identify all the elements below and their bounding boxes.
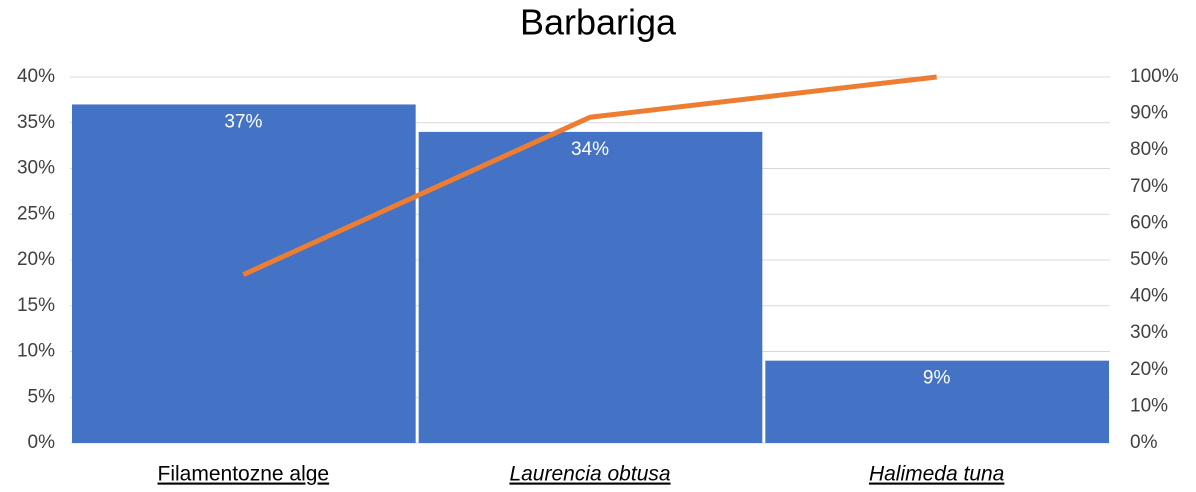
y-tick-label: 0% <box>28 432 56 453</box>
y-tick-label: 35% <box>17 112 55 133</box>
y2-tick-label: 100% <box>1130 66 1179 87</box>
bar <box>765 360 1109 443</box>
y-tick-label: 30% <box>17 158 55 179</box>
y2-tick-label: 30% <box>1130 322 1168 343</box>
y2-tick-label: 40% <box>1130 286 1168 307</box>
y2-tick-label: 0% <box>1130 432 1158 453</box>
y-tick-label: 5% <box>28 386 56 407</box>
y2-tick-label: 80% <box>1130 139 1168 160</box>
data-label: 34% <box>571 139 609 160</box>
y-tick-label: 20% <box>17 249 55 270</box>
line-series <box>242 74 937 277</box>
y-tick-label: 15% <box>17 295 55 316</box>
y-tick-label: 25% <box>17 203 55 224</box>
y2-tick-label: 50% <box>1130 249 1168 270</box>
y-tick-label: 10% <box>17 341 55 362</box>
chart-title: Barbariga <box>520 2 677 43</box>
y2-tick-label: 20% <box>1130 359 1168 380</box>
bar <box>418 131 763 443</box>
y2-tick-label: 60% <box>1130 212 1168 233</box>
y-tick-label: 40% <box>17 66 55 87</box>
data-label: 9% <box>923 368 951 389</box>
y2-tick-label: 90% <box>1130 103 1168 124</box>
x-tick-label: Halimeda tuna <box>869 463 1004 486</box>
x-tick-label: Filamentozne alge <box>158 463 330 486</box>
data-label: 37% <box>224 111 262 132</box>
y2-tick-label: 10% <box>1130 395 1168 416</box>
x-tick-label: Laurencia obtusa <box>509 463 670 486</box>
y2-tick-label: 70% <box>1130 176 1168 197</box>
